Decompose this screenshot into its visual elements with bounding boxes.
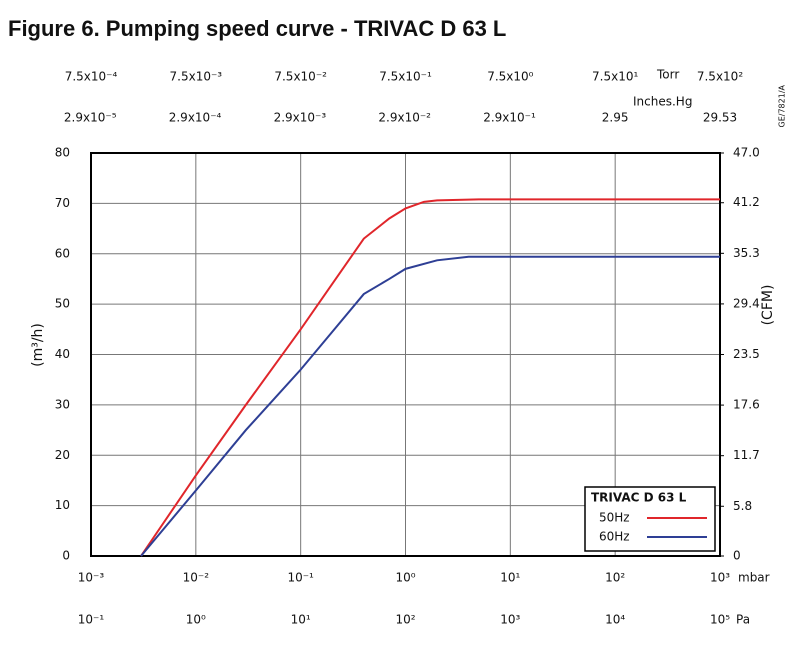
y-tick-label: 50 <box>55 297 70 311</box>
x4-tick-label: 2.9x10⁻² <box>378 111 431 125</box>
x-tick-label: 10⁻³ <box>78 571 105 585</box>
chart-title: Figure 6. Pumping speed curve - TRIVAC D… <box>8 16 506 41</box>
x2-tick-label: 10² <box>395 613 415 627</box>
y-tick-label: 30 <box>55 397 70 411</box>
x4-tick-label: 2.9x10⁻¹ <box>483 111 536 125</box>
x-tick-label: 10³ <box>710 571 730 585</box>
x4-tick-label: 2.9x10⁻⁴ <box>169 111 222 125</box>
x3-tick-label: 7.5x10⁻² <box>274 70 327 84</box>
y2-tick-label: 41.2 <box>733 195 760 209</box>
x2-tick-label: 10¹ <box>291 613 311 627</box>
x2-tick-label: 10⁰ <box>186 613 206 627</box>
y2-axis-label: (CFM) <box>760 285 776 326</box>
y-axis-label: (m³/h) <box>30 323 46 367</box>
x2-tick-label: 10³ <box>500 613 520 627</box>
x-tick-label: 10¹ <box>500 571 520 585</box>
y2-tick-label: 29.4 <box>733 296 760 310</box>
y2-tick-label: 5.8 <box>733 499 752 513</box>
x2-tick-label: 10⁴ <box>605 613 625 627</box>
x4-tick-label: 29.53 <box>703 111 737 125</box>
x4-axis-label: Inches.Hg <box>633 95 692 109</box>
x2-axis-label: Pa <box>736 613 750 627</box>
x4-tick-label: 2.9x10⁻⁵ <box>64 111 117 125</box>
x2-tick-label: 10⁵ <box>710 613 730 627</box>
legend-label: 60Hz <box>599 530 630 544</box>
x3-tick-label: 7.5x10⁻⁴ <box>65 70 118 84</box>
figure-code: GE/7821/A <box>778 84 787 127</box>
y2-tick-label: 11.7 <box>733 448 760 462</box>
y2-tick-label: 23.5 <box>733 347 760 361</box>
x4-tick-label: 2.95 <box>602 111 629 125</box>
x3-tick-label: 7.5x10⁰ <box>487 70 533 84</box>
y-tick-label: 70 <box>55 196 70 210</box>
plot-frame <box>90 152 721 557</box>
y-tick-label: 20 <box>55 448 70 462</box>
y-tick-label: 40 <box>55 347 70 361</box>
series-line <box>140 198 720 557</box>
y2-tick-label: 47.0 <box>733 146 760 160</box>
x-tick-label: 10² <box>605 571 625 585</box>
x3-axis-label: Torr <box>656 68 679 82</box>
x3-tick-label: 7.5x10⁻³ <box>170 70 223 84</box>
x-axis-label: mbar <box>738 571 770 585</box>
legend-title: TRIVAC D 63 L <box>591 491 687 505</box>
x3-tick-label: 7.5x10⁻¹ <box>379 70 432 84</box>
x3-tick-label: 7.5x10¹ <box>592 70 638 84</box>
y-tick-label: 60 <box>55 246 70 260</box>
y-tick-label: 0 <box>62 549 70 563</box>
x-tick-label: 10⁰ <box>395 571 415 585</box>
series-line <box>140 255 720 557</box>
y-tick-label: 80 <box>55 146 70 160</box>
y2-tick-label: 17.6 <box>733 398 760 412</box>
x-tick-label: 10⁻² <box>183 571 210 585</box>
legend-label: 50Hz <box>599 511 630 525</box>
y2-tick-label: 0 <box>733 549 741 563</box>
x3-tick-label: 7.5x10² <box>697 70 743 84</box>
x2-tick-label: 10⁻¹ <box>78 613 105 627</box>
y2-tick-label: 35.3 <box>733 246 760 260</box>
x4-tick-label: 2.9x10⁻³ <box>274 111 327 125</box>
y-tick-label: 10 <box>55 498 70 512</box>
x-tick-label: 10⁻¹ <box>287 571 314 585</box>
